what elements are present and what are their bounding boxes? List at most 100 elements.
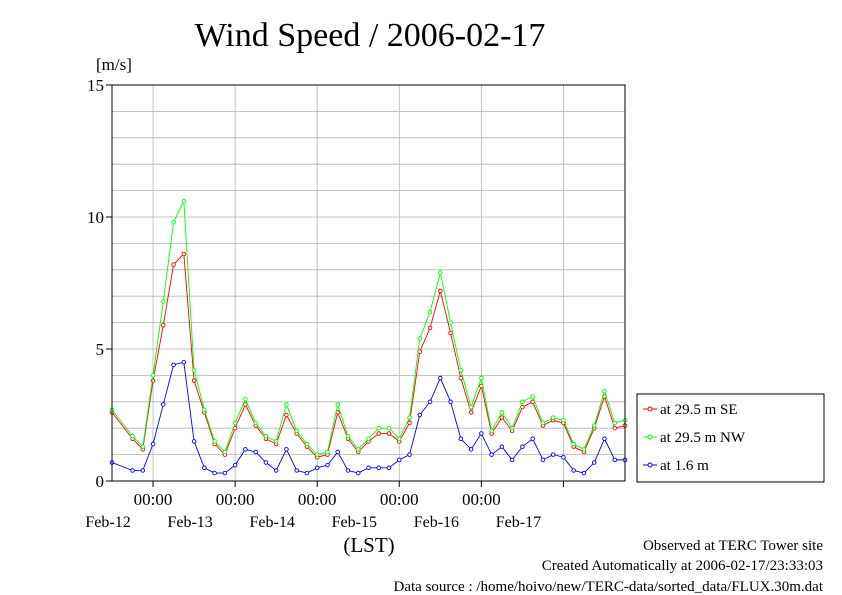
data-point [345,468,351,473]
data-point [171,362,176,368]
x-tick-date-label: Feb-13 [167,514,212,531]
legend-label: at 29.5 m NW [660,430,746,446]
data-point [202,407,207,412]
data-point [520,399,525,405]
data-point [325,462,330,468]
data-point [458,367,464,373]
data-point [376,425,382,431]
x-tick-date-label: Feb-12 [85,514,130,531]
data-point [191,367,197,373]
data-point [355,470,361,476]
data-point [540,457,546,463]
data-point [263,433,269,439]
data-point [468,447,474,452]
data-point [273,468,279,473]
data-point [479,375,484,381]
data-point [448,399,453,405]
data-point [171,262,176,267]
data-point [530,436,535,442]
x-tick-date-label: Feb-15 [332,514,377,531]
data-point [284,402,289,407]
data-point [561,454,566,460]
plot-frame [111,84,626,482]
data-point [438,375,443,381]
data-point [561,418,566,423]
data-point [407,415,412,420]
series-line [111,199,626,456]
data-point [222,470,228,476]
data-point [294,428,299,434]
series-layer [109,198,628,476]
data-point [612,425,617,431]
data-point [509,457,515,463]
data-point [202,465,207,471]
data-point [468,404,474,410]
data-point [448,320,453,325]
data-point [448,330,453,336]
data-point [161,299,166,304]
data-point [571,468,576,473]
data-point [304,441,310,447]
legend-label: at 29.5 m SE [660,402,738,418]
data-point [345,433,351,439]
data-point [161,322,166,328]
data-point [479,431,484,436]
legend-label: at 1.6 m [660,458,709,474]
data-point [602,436,607,442]
data-point [458,436,464,442]
data-point [417,412,423,418]
data-point [499,415,505,420]
data-point [130,433,135,439]
y-tick-label: 10 [87,208,104,227]
data-point [355,447,361,452]
data-point [314,465,320,471]
data-point [489,452,494,457]
data-point [427,309,433,315]
y-axis-ticks: 0 5 10 15 [87,76,112,491]
data-point [181,198,187,204]
data-point [376,431,382,436]
data-point [284,412,289,418]
data-point [304,470,310,476]
data-point [273,439,279,444]
data-point [397,457,402,463]
data-point [438,288,443,294]
data-point [130,468,135,473]
data-point [550,415,556,420]
data-point [571,441,576,447]
data-point [335,402,340,407]
legend-swatch-marker [647,462,653,468]
data-point [191,439,197,444]
data-point [550,452,556,457]
data-point [417,336,423,341]
data-point [263,460,269,465]
data-point [438,270,443,275]
x-tick-time-label: 00:00 [380,490,419,509]
data-point [489,428,494,434]
data-point [407,452,412,457]
data-point [325,449,330,455]
data-point [232,462,238,468]
footer-created: Created Automatically at 2006-02-17/23:3… [542,558,823,574]
data-point [212,439,217,444]
data-point [366,465,371,471]
data-point [397,436,402,442]
data-point [140,468,146,473]
data-point [581,470,587,476]
chart-title: Wind Speed / 2006-02-17 [195,17,546,54]
data-point [253,420,258,426]
x-tick-time-label: 00:00 [298,490,337,509]
y-tick-label: 15 [87,76,104,95]
data-point [386,425,392,431]
data-point [499,444,505,449]
data-point [191,378,197,383]
data-point [520,444,525,449]
legend: at 29.5 m SE at 29.5 m NW at 1.6 m [636,393,825,483]
data-point [335,449,340,455]
data-point [376,465,382,471]
data-point [458,375,464,381]
data-point [602,388,607,394]
data-point [150,373,156,378]
data-point [427,399,433,405]
